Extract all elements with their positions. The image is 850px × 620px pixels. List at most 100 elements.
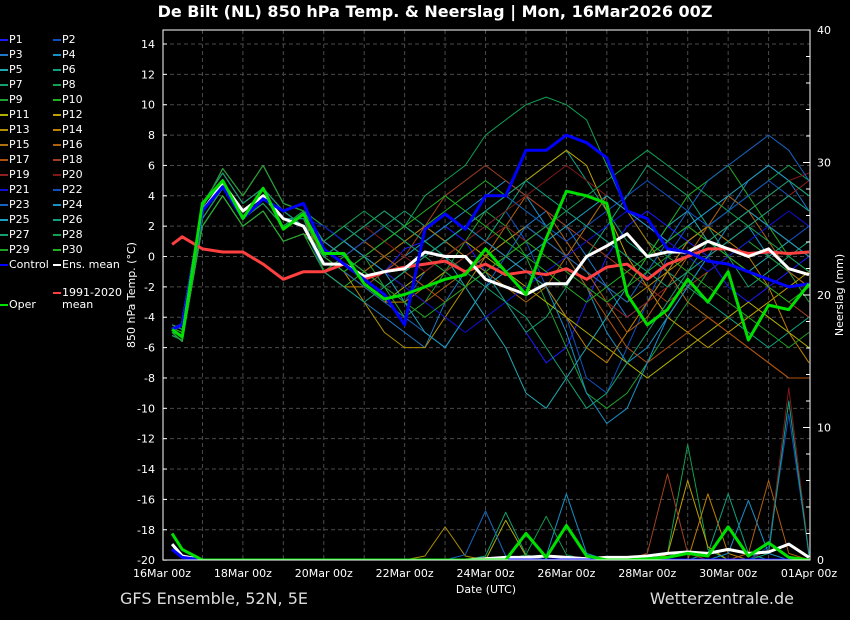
legend-swatch bbox=[0, 144, 8, 146]
legend-label: Oper bbox=[9, 298, 36, 311]
x-tick-label: 01Apr 00z bbox=[781, 567, 838, 580]
legend-swatch bbox=[53, 159, 61, 161]
legend-item-p21: P21 bbox=[0, 183, 30, 197]
legend-item-p3: P3 bbox=[0, 48, 23, 62]
legend-label: P5 bbox=[9, 63, 23, 76]
legend-label: P1 bbox=[9, 33, 23, 46]
temp-line-p26 bbox=[171, 180, 810, 336]
legend-label: P9 bbox=[9, 93, 23, 106]
x-tick-label: 26Mar 00z bbox=[537, 567, 595, 580]
legend-item-p28: P28 bbox=[53, 228, 83, 242]
y-tick-label: -12 bbox=[137, 433, 155, 446]
legend-label: P19 bbox=[9, 168, 30, 181]
temp-line-p30 bbox=[171, 195, 810, 342]
legend-swatch bbox=[53, 54, 61, 56]
legend-item-climate-mean: 1991-2020 mean bbox=[53, 286, 122, 310]
legend-label: Ens. mean bbox=[62, 258, 120, 271]
legend-swatch bbox=[53, 264, 61, 266]
legend-swatch bbox=[53, 99, 61, 101]
legend-item-oper: Oper bbox=[0, 298, 36, 312]
legend-label: P11 bbox=[9, 108, 30, 121]
legend-item-p29: P29 bbox=[0, 243, 30, 257]
legend-swatch bbox=[53, 249, 61, 251]
x-tick-label: 16Mar 00z bbox=[133, 567, 191, 580]
precip-line-p13 bbox=[172, 526, 809, 560]
legend-label: P4 bbox=[62, 48, 76, 61]
precip-line-p14 bbox=[172, 493, 809, 560]
precip-line-p11 bbox=[172, 519, 809, 560]
legend-swatch bbox=[53, 189, 61, 191]
y-tick-label: -18 bbox=[137, 524, 155, 537]
y-tick-label: -16 bbox=[137, 493, 155, 506]
legend-label: 1991-2020 bbox=[62, 286, 122, 299]
legend-swatch bbox=[53, 204, 61, 206]
y2-tick-label: 40 bbox=[817, 24, 831, 37]
legend-swatch bbox=[0, 189, 8, 191]
legend-swatch bbox=[0, 159, 8, 161]
legend-label: P25 bbox=[9, 213, 30, 226]
legend-item-p14: P14 bbox=[53, 123, 83, 137]
legend-swatch bbox=[0, 249, 8, 251]
y2-tick-label: 30 bbox=[817, 157, 831, 170]
temp-line-p16 bbox=[171, 180, 810, 336]
y-tick-label: -20 bbox=[137, 554, 155, 567]
y-tick-label: 4 bbox=[148, 190, 155, 203]
legend-item-p25: P25 bbox=[0, 213, 30, 227]
legend-item-p8: P8 bbox=[53, 78, 76, 92]
precip-line-p18 bbox=[172, 473, 809, 560]
legend-item-p18: P18 bbox=[53, 153, 83, 167]
legend-swatch bbox=[0, 99, 8, 101]
y-tick-label: -14 bbox=[137, 463, 155, 476]
legend-swatch bbox=[0, 54, 8, 56]
y-tick-label: 6 bbox=[148, 159, 155, 172]
legend-swatch bbox=[53, 144, 61, 146]
x-tick-label: 18Mar 00z bbox=[214, 567, 272, 580]
legend-item-p1: P1 bbox=[0, 33, 23, 47]
footer-source: Wetterzentrale.de bbox=[649, 589, 794, 608]
y-tick-label: -10 bbox=[137, 402, 155, 415]
legend-label: P14 bbox=[62, 123, 83, 136]
y-tick-label: 0 bbox=[148, 251, 155, 264]
temp-line-p5 bbox=[171, 195, 810, 409]
legend-swatch bbox=[0, 304, 8, 306]
legend-swatch bbox=[0, 69, 8, 71]
y-tick-label: 10 bbox=[141, 99, 155, 112]
legend-label: P15 bbox=[9, 138, 30, 151]
legend-item-p19: P19 bbox=[0, 168, 30, 182]
legend-label: P21 bbox=[9, 183, 30, 196]
legend-item-p7: P7 bbox=[0, 78, 23, 92]
y-tick-label: 14 bbox=[141, 38, 155, 51]
legend-swatch bbox=[53, 84, 61, 86]
legend-item-control: Control bbox=[0, 258, 49, 272]
legend-swatch bbox=[0, 129, 8, 131]
plot-series bbox=[170, 96, 810, 560]
legend-item-p23: P23 bbox=[0, 198, 30, 212]
legend-label: P2 bbox=[62, 33, 76, 46]
legend-label: P24 bbox=[62, 198, 83, 211]
legend-item-p4: P4 bbox=[53, 48, 76, 62]
y-tick-label: 12 bbox=[141, 68, 155, 81]
precip-line-p20 bbox=[172, 387, 810, 560]
legend-item-p2: P2 bbox=[53, 33, 76, 47]
legend-item-p24: P24 bbox=[53, 198, 83, 212]
legend-swatch bbox=[0, 114, 8, 116]
legend-item-p13: P13 bbox=[0, 123, 30, 137]
legend-swatch bbox=[0, 84, 8, 86]
legend-swatch bbox=[53, 234, 61, 236]
legend-label: P6 bbox=[62, 63, 76, 76]
footer-model: GFS Ensemble, 52N, 5E bbox=[120, 589, 308, 608]
precip-line-p12 bbox=[172, 480, 809, 560]
legend-item-p11: P11 bbox=[0, 108, 30, 122]
legend-item-p30: P30 bbox=[53, 243, 83, 257]
x-tick-label: 22Mar 00z bbox=[376, 567, 434, 580]
legend-item-p16: P16 bbox=[53, 138, 83, 152]
y-tick-label: -4 bbox=[144, 311, 155, 324]
precip-line-p23 bbox=[172, 510, 809, 560]
legend-label: P20 bbox=[62, 168, 83, 181]
legend-swatch bbox=[53, 69, 61, 71]
legend-label: P30 bbox=[62, 243, 83, 256]
legend-swatch bbox=[0, 204, 8, 206]
temp-line-p21 bbox=[171, 180, 810, 336]
y-tick-label: 8 bbox=[148, 129, 155, 142]
